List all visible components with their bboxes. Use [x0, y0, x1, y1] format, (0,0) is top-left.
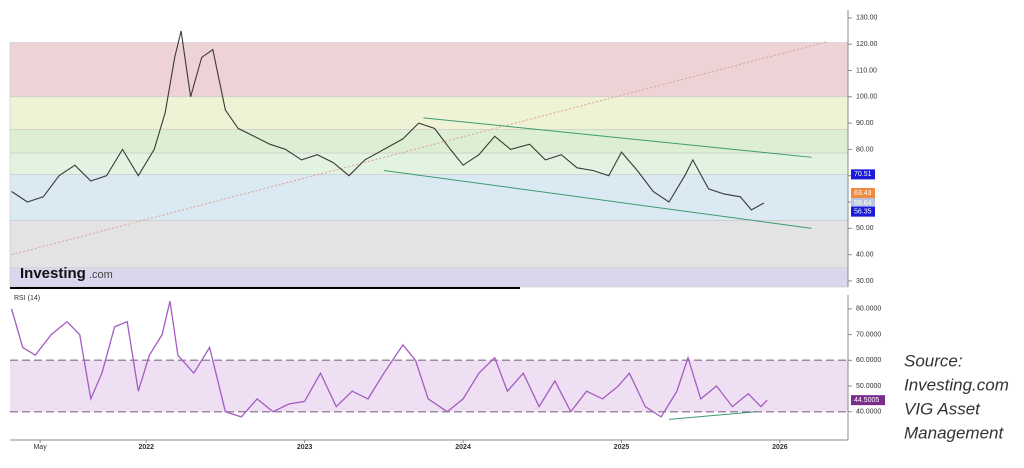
y-tick-label: 80.00: [856, 146, 874, 153]
source-line: Source:: [904, 351, 963, 370]
price-line: [11, 30, 765, 211]
x-tick-label: 2023: [297, 444, 313, 451]
trend-line: [423, 117, 812, 158]
fib-band: [9, 174, 849, 221]
watermark-suffix: .com: [89, 269, 113, 281]
rsi-band: [10, 360, 848, 412]
y-tick-label: 80.0000: [856, 306, 881, 313]
x-tick-label: 2026: [772, 444, 788, 451]
watermark-brand: Investing: [20, 265, 86, 282]
source-line: Management: [904, 423, 1005, 442]
plot-layer: 30.0040.0050.0060.0070.0080.0090.00100.0…: [9, 10, 885, 451]
trend-line: [11, 41, 828, 256]
source-line: Investing.com: [904, 375, 1009, 394]
fib-band: [9, 96, 849, 130]
source-line: VIG Asset: [904, 399, 981, 418]
price-label: 70.51: [854, 171, 872, 178]
price-label-box: [851, 206, 875, 217]
y-tick-label: 40.00: [856, 251, 874, 258]
price-label: 56.35: [854, 208, 872, 215]
y-tick-label: 50.0000: [856, 383, 881, 390]
price-label: 59.64: [854, 200, 872, 207]
trend-line: [383, 169, 812, 229]
price-label: 63.43: [854, 190, 872, 197]
y-tick-label: 50.00: [856, 225, 874, 232]
panel-title: RSI (14): [14, 295, 40, 302]
y-tick-label: 70.0000: [856, 331, 881, 338]
fib-band: [9, 220, 849, 269]
x-tick-label: 2025: [614, 444, 630, 451]
price-label: 44.5005: [854, 397, 879, 404]
price-line: [10, 301, 768, 418]
fib-band: [9, 267, 849, 288]
price-label-box: [851, 188, 875, 199]
y-tick-label: 100.00: [856, 94, 878, 101]
price-label-box: [851, 197, 875, 208]
y-tick-label: 90.00: [856, 120, 874, 127]
price-label-box: [851, 169, 875, 180]
y-tick-label: 110.00: [856, 67, 877, 74]
y-tick-label: 40.0000: [856, 409, 881, 416]
fib-band: [9, 129, 849, 154]
y-tick-label: 30.00: [856, 278, 874, 285]
x-tick-label: 2022: [138, 444, 154, 451]
price-label-box: [851, 395, 885, 406]
y-tick-label: 60.0000: [856, 357, 881, 364]
fib-band: [9, 42, 849, 98]
y-tick-label: 130.00: [856, 15, 878, 22]
trend-line: [668, 411, 757, 420]
x-tick-label: May: [33, 444, 47, 451]
y-tick-label: 120.00: [856, 41, 878, 48]
x-tick-label: 2024: [455, 444, 471, 451]
